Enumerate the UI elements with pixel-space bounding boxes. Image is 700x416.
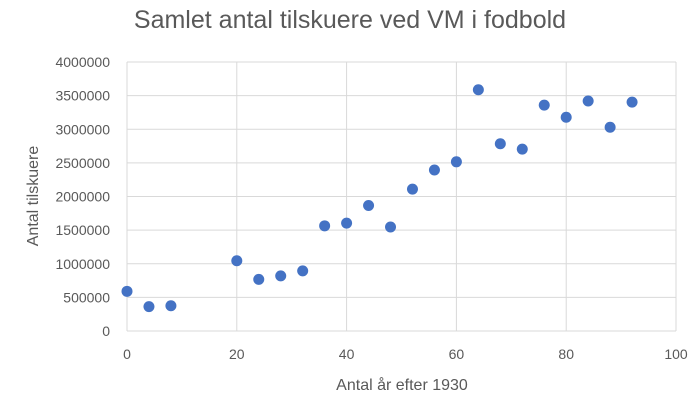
y-tick-label: 1000000 xyxy=(55,256,110,272)
data-point xyxy=(428,164,440,176)
x-tick-label: 80 xyxy=(558,346,574,362)
y-tick-label: 0 xyxy=(102,323,110,339)
x-tick-label: 0 xyxy=(123,346,131,362)
data-point xyxy=(626,96,638,108)
data-point xyxy=(406,183,418,195)
data-point xyxy=(385,221,397,233)
data-point xyxy=(341,217,353,229)
x-tick-label: 20 xyxy=(229,346,245,362)
y-tick-label: 3500000 xyxy=(55,88,110,104)
data-point xyxy=(560,111,572,123)
data-point xyxy=(516,143,528,155)
y-tick-label: 1500000 xyxy=(55,222,110,238)
data-points xyxy=(121,84,638,313)
data-point xyxy=(121,285,133,297)
data-point xyxy=(275,270,287,282)
data-point xyxy=(472,84,484,96)
y-tick-label: 2500000 xyxy=(55,155,110,171)
x-tick-label: 60 xyxy=(449,346,465,362)
data-point xyxy=(143,301,155,313)
data-point xyxy=(494,138,506,150)
x-axis-title: Antal år efter 1930 xyxy=(336,376,468,394)
data-point xyxy=(297,265,309,277)
data-point xyxy=(604,121,616,133)
chart-title: Samlet antal tilskuere ved VM i fodbold xyxy=(134,6,566,34)
data-point xyxy=(582,95,594,107)
tick-labels: 0 500000 1000000 1500000 2000000 2500000 30000… xyxy=(55,54,687,362)
x-tick-label: 100 xyxy=(664,346,688,362)
data-point xyxy=(363,200,375,212)
data-point xyxy=(319,220,331,232)
y-tick-label: 500000 xyxy=(63,289,110,305)
data-point xyxy=(450,156,462,168)
data-point xyxy=(231,255,243,267)
y-tick-label: 2000000 xyxy=(55,189,110,205)
y-tick-label: 4000000 xyxy=(55,54,110,70)
y-axis-title: Antal tilskuere xyxy=(25,146,42,247)
x-tick-label: 40 xyxy=(339,346,355,362)
data-point xyxy=(538,99,550,111)
data-point xyxy=(253,273,265,285)
y-tick-label: 3000000 xyxy=(55,121,110,137)
grid-lines xyxy=(126,61,677,332)
data-point xyxy=(165,300,177,312)
